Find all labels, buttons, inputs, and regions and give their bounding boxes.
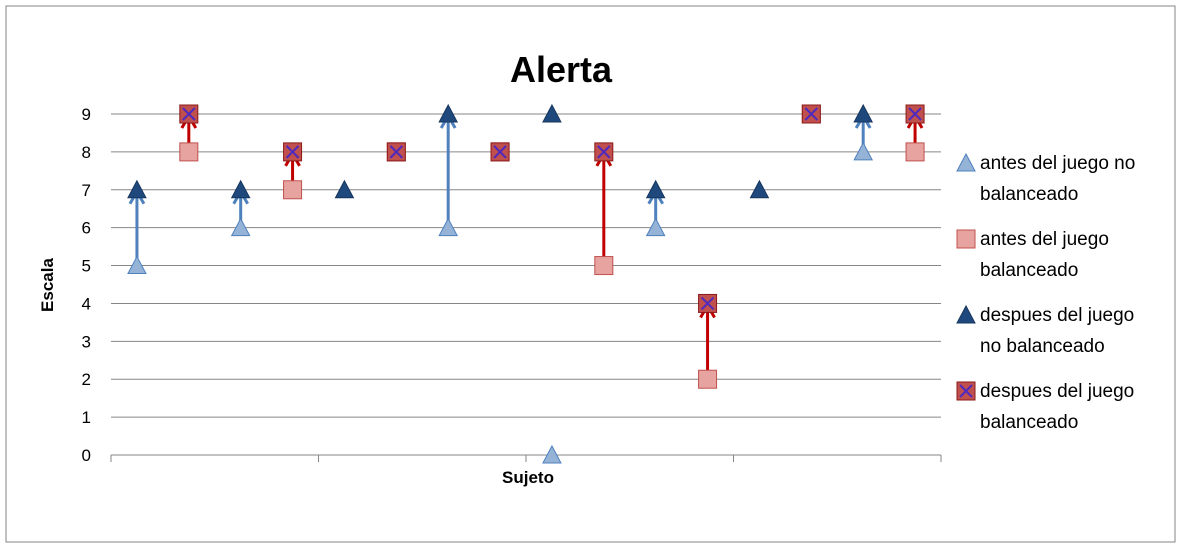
data-point <box>801 104 821 124</box>
x-axis <box>110 454 942 462</box>
legend-item: antes del juego no balanceado <box>956 152 1135 205</box>
y-axis-label: Escala <box>38 258 57 312</box>
x-axis-label: Sujeto <box>502 468 554 487</box>
legend-label: balanceado <box>980 184 1078 205</box>
legend-item: despues del juego no balanceado <box>956 304 1134 357</box>
legend-marker <box>956 381 976 401</box>
y-tick-label: 7 <box>82 181 91 200</box>
data-point <box>127 179 147 199</box>
data-point <box>542 103 562 123</box>
legend-label: despues del juego <box>980 305 1134 326</box>
data-point <box>179 142 199 162</box>
data-point <box>645 179 666 199</box>
y-tick-label: 4 <box>82 294 91 313</box>
chart-title: Alerta <box>510 49 613 90</box>
legend-label: antes del juego no <box>980 153 1135 174</box>
data-point <box>438 217 459 237</box>
legend-label: despues del juego <box>980 381 1134 402</box>
data-points <box>127 103 925 464</box>
data-point <box>386 142 406 162</box>
data-point <box>853 141 874 161</box>
legend-label: balanceado <box>980 412 1078 433</box>
data-point <box>490 142 510 162</box>
data-point <box>594 142 614 162</box>
y-tick-label: 8 <box>82 143 91 162</box>
data-point <box>749 179 770 199</box>
data-point <box>230 179 251 199</box>
data-point <box>283 180 303 200</box>
data-point <box>698 369 718 389</box>
data-point <box>645 217 666 237</box>
data-point <box>698 293 718 313</box>
y-tick-label: 2 <box>82 370 91 389</box>
y-tick-label: 9 <box>82 105 91 124</box>
y-tick-label: 6 <box>82 219 91 238</box>
legend-marker <box>956 152 976 172</box>
legend-marker <box>956 304 976 324</box>
data-point <box>905 104 925 124</box>
legend-item: despues del juego balanceado <box>956 381 1134 433</box>
y-tick-label: 1 <box>82 408 91 427</box>
legend-label: antes del juego <box>980 229 1109 250</box>
data-point <box>438 103 459 123</box>
legend-marker <box>956 229 976 249</box>
y-tick-labels: 0 1 2 3 4 5 6 7 8 9 <box>82 105 91 465</box>
legend-label: no balanceado <box>980 336 1105 357</box>
data-point <box>542 444 562 464</box>
y-tick-label: 5 <box>82 257 91 276</box>
y-tick-label: 0 <box>82 446 91 465</box>
data-point <box>334 179 355 199</box>
chart-border <box>5 5 1176 543</box>
data-point <box>127 255 147 275</box>
data-point <box>905 142 925 162</box>
legend-item: antes del juego balanceado <box>956 229 1109 281</box>
data-point <box>179 104 199 124</box>
data-point <box>230 217 251 237</box>
data-point <box>283 142 303 162</box>
data-point <box>853 103 874 123</box>
y-tick-label: 3 <box>82 332 91 351</box>
legend-label: balanceado <box>980 260 1078 281</box>
data-point <box>594 256 614 276</box>
